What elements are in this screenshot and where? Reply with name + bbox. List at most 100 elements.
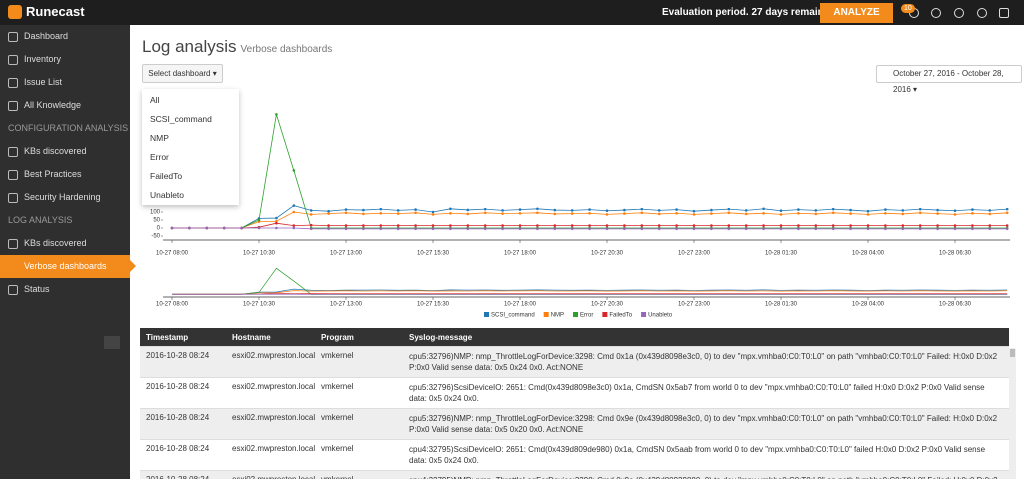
point bbox=[588, 211, 591, 215]
point bbox=[849, 208, 852, 212]
cell: 2016-10-28 08:24 bbox=[140, 471, 226, 479]
evaluation-notice: Evaluation period. 27 days remaining. bbox=[662, 7, 842, 18]
y-tick-label: -50 bbox=[151, 234, 160, 240]
x-tick-label: 10-28 01:30 bbox=[765, 302, 798, 308]
link-icon[interactable] bbox=[977, 8, 987, 18]
dropdown-item[interactable]: SCSI_command bbox=[150, 114, 212, 124]
dropdown-item[interactable]: All bbox=[150, 95, 160, 105]
point bbox=[936, 224, 939, 227]
point bbox=[396, 224, 400, 227]
point bbox=[692, 213, 696, 216]
nav-item[interactable]: Status bbox=[0, 278, 130, 301]
column-header[interactable]: Timestamp bbox=[146, 332, 189, 342]
select-label: Select dashboard bbox=[148, 69, 211, 78]
point bbox=[744, 224, 748, 227]
date-range[interactable]: October 27, 2016 - October 28, 2016 ▾ bbox=[876, 65, 1022, 94]
point bbox=[553, 212, 557, 216]
settings-icon[interactable] bbox=[931, 8, 941, 18]
point bbox=[884, 227, 887, 231]
point bbox=[327, 227, 330, 231]
point bbox=[396, 212, 400, 215]
point bbox=[553, 208, 557, 212]
point bbox=[344, 227, 348, 231]
point bbox=[414, 224, 417, 227]
select-dashboard[interactable]: Select dashboard ▾ bbox=[142, 64, 223, 83]
point bbox=[657, 227, 661, 231]
nav-item[interactable]: Dashboard bbox=[0, 25, 130, 48]
point bbox=[362, 224, 365, 227]
sidebar: Dashboard Inventory Issue List All Knowledg… bbox=[0, 25, 136, 479]
point bbox=[779, 227, 783, 231]
column-header[interactable]: Syslog-message bbox=[409, 332, 473, 342]
point bbox=[292, 169, 296, 172]
dropdown-item[interactable]: NMP bbox=[150, 133, 169, 143]
x-tick-label: 10-27 23:00 bbox=[678, 251, 711, 257]
point bbox=[431, 224, 435, 227]
point bbox=[953, 209, 957, 213]
point bbox=[188, 226, 191, 230]
help-icon[interactable] bbox=[954, 8, 964, 18]
point bbox=[1005, 227, 1009, 231]
cell: 2016-10-28 08:24 bbox=[146, 351, 210, 360]
point bbox=[866, 209, 870, 213]
point bbox=[918, 227, 922, 231]
point bbox=[727, 207, 731, 211]
point bbox=[501, 209, 504, 212]
menu-toggle[interactable] bbox=[104, 336, 120, 349]
logo[interactable]: Runecast bbox=[8, 4, 85, 19]
x-tick-label: 10-27 18:00 bbox=[504, 302, 537, 308]
scrollbar[interactable] bbox=[1009, 348, 1016, 479]
dropdown-item[interactable]: Unableto bbox=[150, 190, 185, 200]
point bbox=[936, 212, 939, 215]
nav-item[interactable]: Security Hardening bbox=[0, 186, 130, 209]
point bbox=[536, 207, 539, 211]
dropdown-item[interactable]: FailedTo bbox=[150, 171, 183, 181]
point bbox=[988, 224, 992, 227]
cell: vmkernel bbox=[321, 444, 354, 453]
point bbox=[414, 208, 417, 211]
point bbox=[501, 212, 504, 215]
point bbox=[710, 212, 713, 215]
nav-item[interactable]: Verbose dashboards bbox=[0, 255, 136, 278]
point bbox=[536, 211, 539, 215]
x-tick-label: 10-27 20:30 bbox=[591, 302, 624, 308]
nav-item[interactable]: Inventory bbox=[0, 48, 130, 71]
cell: esxi02.mwpreston.local bbox=[232, 351, 316, 360]
column-header[interactable]: Hostname bbox=[232, 332, 271, 342]
point bbox=[762, 211, 765, 215]
point bbox=[362, 227, 365, 231]
legend-label: SCSI_command bbox=[491, 313, 535, 319]
point bbox=[884, 211, 887, 215]
point bbox=[727, 227, 731, 231]
nav-item[interactable]: KBs discovered bbox=[0, 232, 130, 255]
point bbox=[449, 211, 452, 215]
overview-line bbox=[172, 292, 1008, 295]
point bbox=[431, 213, 435, 216]
table-row[interactable]: 2016-10-28 08:24esxi02.mwpreston.localvm… bbox=[140, 471, 1009, 479]
point bbox=[449, 224, 452, 227]
badge: 10 bbox=[901, 4, 915, 13]
nav-item[interactable]: Best Practices bbox=[0, 163, 130, 186]
point bbox=[501, 224, 504, 227]
nav-item[interactable]: KBs discovered bbox=[0, 140, 130, 163]
point bbox=[483, 224, 487, 227]
point bbox=[675, 211, 678, 215]
column-header[interactable]: Program bbox=[321, 332, 354, 342]
point bbox=[466, 208, 470, 212]
point bbox=[466, 224, 470, 227]
dropdown-item[interactable]: Error bbox=[150, 152, 169, 162]
nav-item[interactable]: All Knowledge bbox=[0, 94, 130, 117]
point bbox=[918, 211, 922, 215]
point bbox=[536, 224, 539, 227]
point bbox=[988, 227, 992, 231]
point bbox=[344, 224, 348, 227]
analyze-button[interactable]: ANALYZE NOW bbox=[820, 3, 893, 38]
point bbox=[588, 227, 591, 231]
nav-item[interactable]: Issue List bbox=[0, 71, 130, 94]
logout-icon[interactable] bbox=[999, 8, 1009, 18]
point bbox=[657, 224, 661, 227]
